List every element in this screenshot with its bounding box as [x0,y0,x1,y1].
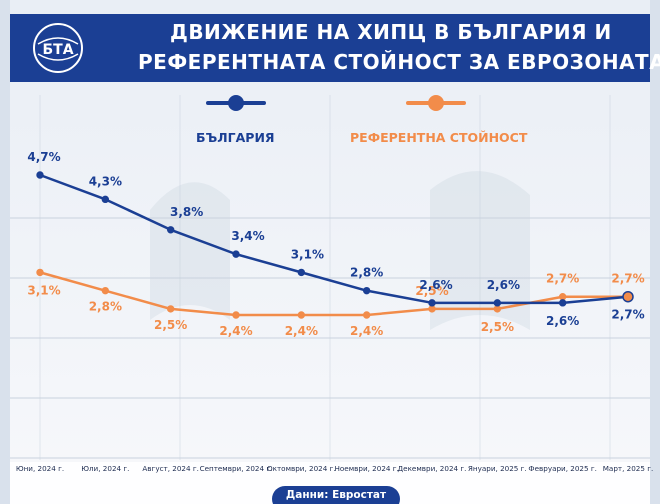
data-label: 2,6% [419,278,452,292]
data-point [362,311,371,319]
data-point [493,299,502,307]
data-label: 2,8% [89,300,122,314]
legend-marks [206,95,466,111]
data-point [297,268,306,277]
header-banner: БТА ДВИЖЕНИЕ НА ХИПЦ В БЪЛГАРИЯ И РЕФЕРЕ… [10,14,660,82]
x-tick-label: Юли, 2024 г. [81,464,129,473]
series-line [39,271,628,317]
data-label: 2,8% [350,266,383,280]
data-point [493,305,502,313]
data-label: 3,8% [170,205,203,219]
series-bulgaria: 4,7% 4,3% 3,8% 3,4% 3,1% 2,8% 2,6% 2,6% 2,6% 2,7% [27,150,644,328]
x-tick-label: Декември, 2024 г. [398,464,467,473]
logo-text: БТА [42,42,73,58]
legend-label-reference: РЕФЕРЕНТНА СТОЙНОСТ [350,130,528,145]
x-tick-label: Октомври, 2024 г. [267,464,336,473]
data-label: 2,5% [481,320,514,334]
x-axis: Юни, 2024 г. Юли, 2024 г. Август, 2024 г. С… [16,464,653,473]
x-tick-label: Януари, 2025 г. [468,464,527,473]
x-tick-label: Юни, 2024 г. [16,464,64,473]
data-point [166,226,175,234]
source-label: Данни: Евростат [272,486,400,504]
x-tick-label: Август, 2024 г. [142,464,199,473]
data-label: 2,4% [285,324,318,338]
x-tick-label: Февруари, 2025 г. [528,464,597,473]
legend-marker-reference-dot [428,95,444,111]
grid-lines [10,217,650,459]
legend-marker-bulgaria-dot [228,95,244,111]
data-label: 3,4% [231,229,264,243]
x-tick-label: Септември, 2024 г. [200,464,273,473]
data-point [166,305,175,313]
data-point [428,299,436,307]
data-label: 4,7% [27,150,60,164]
data-label: 2,5% [415,284,448,298]
data-point [297,311,306,319]
data-label: 4,3% [89,174,122,188]
data-point [232,250,240,258]
data-label: 2,4% [219,324,252,338]
series-layer: 3,1% 2,8% 2,5% 2,4% 2,4% 2,4% 2,5% 2,5% 2,7% 2,7%… [27,150,644,338]
data-label: 2,7% [611,308,644,322]
data-label: 2,6% [487,278,520,292]
bta-logo: БТА [33,23,83,73]
data-label: 2,5% [154,318,187,332]
data-point [36,171,44,179]
data-point [428,305,436,313]
data-label: 2,7% [611,272,644,286]
x-tick-label: Ноември, 2024 г. [335,464,399,473]
data-label: 2,4% [350,324,383,338]
data-label: 2,6% [546,314,579,328]
data-point [36,268,44,277]
data-point [362,286,371,295]
final-point-marker [622,290,634,303]
data-point [101,195,110,204]
chart-title-line-1: ДВИЖЕНИЕ НА ХИПЦ В БЪЛГАРИЯ И [170,20,612,44]
legend-label-bulgaria: БЪЛГАРИЯ [196,130,275,145]
chart-title-line-2: РЕФЕРЕНТНАТА СТОЙНОСТ ЗА ЕВРОЗОНАТА [138,50,660,74]
data-label: 3,1% [27,283,60,297]
series-line [39,173,629,305]
data-label: 3,1% [291,247,324,261]
data-point [232,311,240,319]
data-point [558,293,567,301]
data-label: 2,7% [546,272,579,286]
data-point [558,299,567,307]
x-tick-label: Март, 2025 г. [603,464,654,473]
data-point [101,286,110,295]
